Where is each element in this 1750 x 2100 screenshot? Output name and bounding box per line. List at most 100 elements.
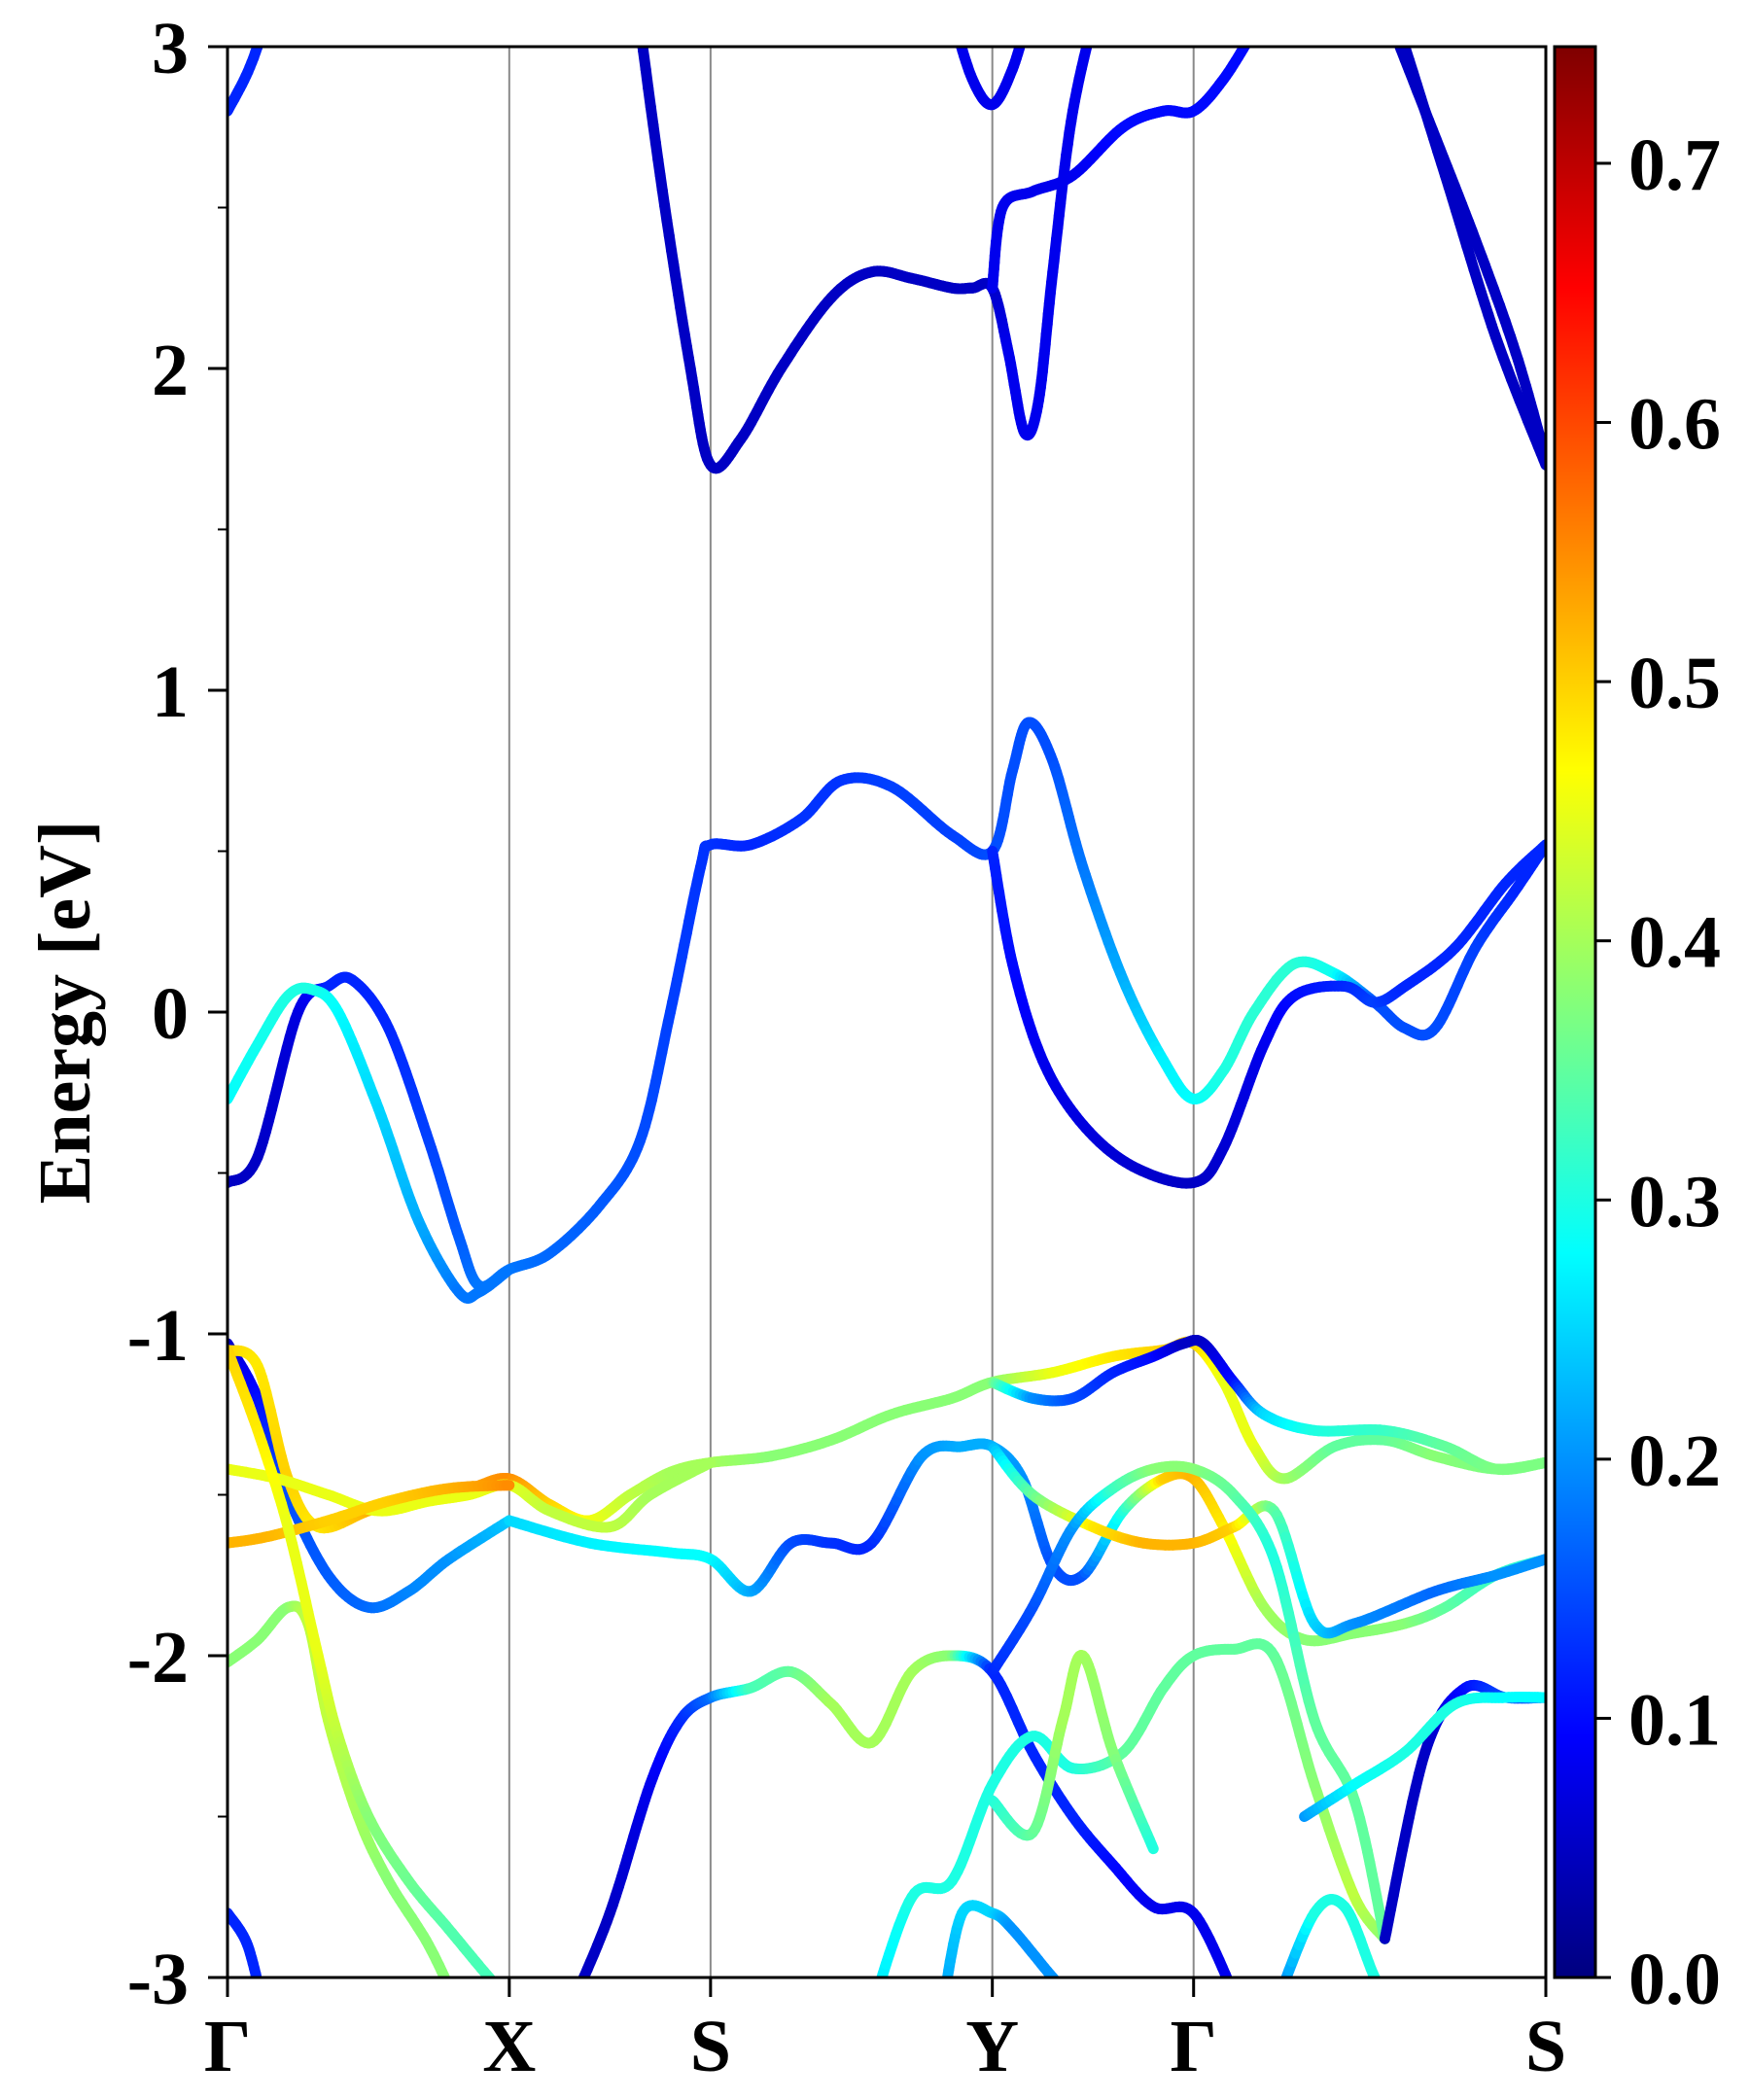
band-segment — [1077, 2004, 1079, 2006]
band-vb17 — [228, 1908, 262, 1995]
band-segment — [942, 2006, 943, 2010]
band-segment — [503, 1264, 515, 1277]
band-vb8 — [228, 1345, 513, 2003]
kpoint-label: S — [690, 2006, 731, 2087]
y-tick-label: 2 — [152, 330, 189, 411]
band-segment — [1280, 1986, 1283, 1993]
band-segment — [1094, 9, 1096, 18]
band-segment — [944, 1994, 945, 2001]
band-segment — [458, 2007, 459, 2010]
band-vb10 — [873, 1638, 1390, 2005]
band-segment — [1397, 21, 1400, 29]
band-segment — [1278, 1994, 1279, 2001]
band-segment — [1070, 1997, 1072, 1999]
band-segment — [449, 1986, 451, 1991]
y-tick-label: -1 — [127, 1295, 189, 1377]
band-segment — [1389, 18, 1393, 28]
kpoint-label: Y — [965, 2006, 1019, 2087]
y-tick-label: -2 — [127, 1617, 189, 1698]
band-segment — [268, 7, 270, 14]
band-segment — [1379, 1984, 1381, 1987]
band-segment — [1024, 27, 1025, 31]
band-segment — [952, 15, 953, 18]
colorbar-tick-label: 0.4 — [1628, 902, 1721, 984]
band-segment — [1089, 27, 1092, 37]
y-axis-ticks: -3 -2 -1 0 1 2 3 — [127, 8, 228, 2020]
band-segment — [954, 20, 955, 24]
band-segment — [1058, 1983, 1061, 1986]
band-segment — [1249, 35, 1251, 38]
band-segment — [1080, 2007, 1082, 2009]
colorbar-tick-label: 0.6 — [1628, 384, 1721, 466]
colorbar-tick-label: 0.7 — [1628, 124, 1721, 206]
band-vb12 — [987, 1460, 1390, 1944]
y-axis-label: Energy [eV] — [24, 821, 106, 1205]
band-segment — [943, 2000, 944, 2006]
band-vb7 — [228, 1600, 459, 2010]
band-segment — [1380, 0, 1382, 1]
band-segment — [1393, 2008, 1394, 2009]
band-segment — [637, 0, 639, 16]
band-segment — [1276, 2000, 1278, 2006]
band-segment — [1061, 1986, 1064, 1989]
band-cb5 — [987, 31, 1254, 294]
band-segment — [1022, 35, 1023, 40]
band-cb4 — [637, 0, 1101, 474]
band-segment — [1393, 28, 1397, 38]
band-cb2b — [987, 839, 1546, 1189]
band-segment — [1078, 2006, 1080, 2008]
band-cb8 — [1380, 0, 1546, 465]
band-segment — [456, 2004, 457, 2007]
band-segment — [1092, 18, 1094, 27]
band-segment — [497, 1986, 500, 1989]
band-segment — [1382, 1, 1385, 10]
band-segment — [1146, 1839, 1159, 1855]
band-segment — [1028, 17, 1029, 19]
band-segment — [1082, 2009, 1083, 2010]
band-segment — [1394, 2009, 1395, 2010]
band-segment — [570, 2006, 572, 2010]
band-segment — [1386, 1998, 1388, 2000]
band-segment — [509, 1999, 511, 2001]
band-segment — [578, 1983, 581, 1990]
band-segment — [1097, 1, 1099, 9]
band-segment — [1075, 2001, 1077, 2003]
band-segment — [264, 19, 266, 26]
band-segment — [873, 1999, 875, 2005]
band-segment — [1015, 47, 1026, 50]
band-segment — [1388, 2000, 1389, 2002]
band-segment — [487, 1975, 497, 1978]
kpoint-label: Γ — [1171, 2006, 1217, 2087]
band-segment — [1392, 2006, 1393, 2008]
band-segment — [955, 24, 956, 29]
band-segment — [941, 1973, 953, 1978]
band-segment — [1072, 1999, 1074, 2001]
band-segment — [1240, 47, 1251, 51]
band-vb5 — [987, 1335, 1546, 1476]
band-segment — [1223, 1975, 1233, 1978]
band-segment — [878, 1983, 881, 1992]
band-segment — [494, 1983, 497, 1986]
band-segment — [1253, 31, 1254, 33]
band-segment — [1068, 1994, 1070, 1997]
band-segment — [511, 2001, 513, 2003]
band-segment — [505, 1994, 507, 1997]
band-segment — [1385, 10, 1389, 18]
kpoint-label: S — [1525, 2006, 1566, 2087]
band-segment — [260, 1990, 261, 1995]
band-lines — [228, 0, 1546, 2010]
kpoint-label: X — [482, 2006, 536, 2087]
band-segment — [1099, 0, 1101, 1]
band-segment — [500, 1989, 503, 1992]
colorbar-tick-label: 0.2 — [1628, 1420, 1721, 1502]
band-segment — [1066, 1991, 1068, 1994]
band-segment — [1050, 1975, 1061, 1978]
band-segment — [1389, 2002, 1390, 2004]
band-segment — [702, 1456, 717, 1470]
colorbar-tick-label: 0.0 — [1628, 1939, 1721, 2020]
band-segment — [252, 1974, 262, 1978]
band-segment — [1385, 1996, 1387, 1998]
band-segment — [1382, 1990, 1383, 1993]
